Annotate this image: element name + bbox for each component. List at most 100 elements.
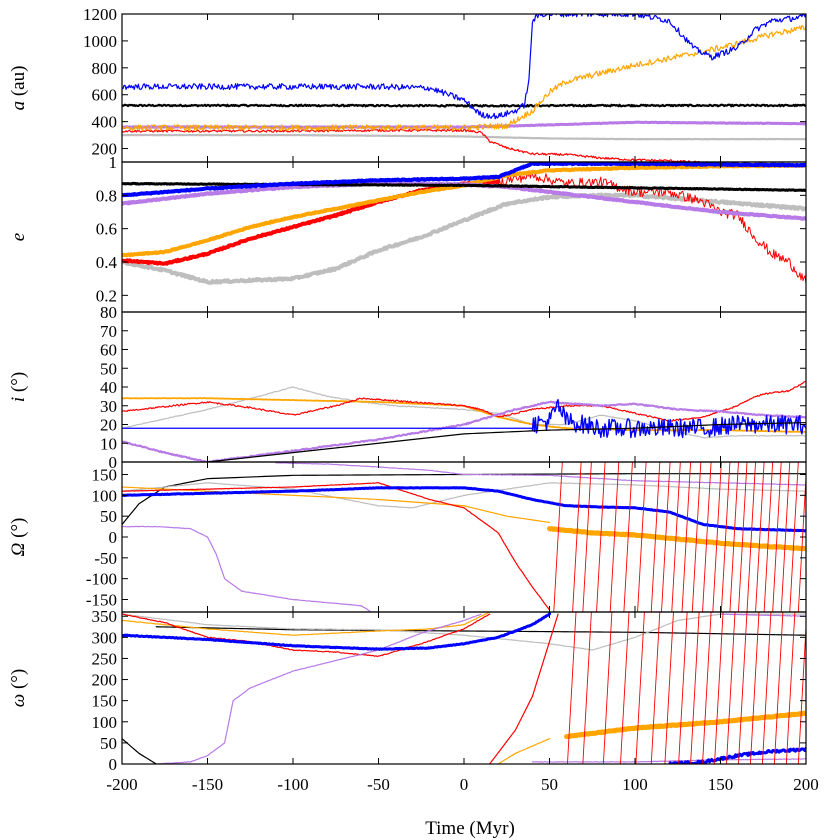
- series-omega-black-upper: [155, 626, 806, 636]
- series-omega-red-wrap: [714, 612, 724, 764]
- series-i-black: [202, 422, 806, 462]
- series-a-black: [122, 103, 806, 108]
- series-omega-red-wrap: [749, 612, 760, 764]
- xtick-label: 50: [541, 775, 558, 794]
- series-omega-red-wrap: [567, 612, 577, 764]
- xtick-label: 100: [622, 775, 648, 794]
- series-omega-orange-lower: [497, 738, 551, 764]
- series-a-blue: [122, 14, 806, 120]
- series-omega-blue: [122, 612, 551, 651]
- panel-e-ylabel: e: [8, 233, 29, 241]
- ytick-label: 40: [100, 378, 117, 397]
- ytick-label: 350: [92, 607, 118, 626]
- series-omega-red-wrap: [738, 612, 748, 764]
- series-e-red: [122, 179, 501, 266]
- ytick-label: 0: [109, 453, 118, 472]
- ytick-label: 400: [92, 113, 118, 132]
- panel-i-ylabel: i (°): [8, 372, 29, 402]
- ytick-label: 250: [92, 649, 118, 668]
- series-Omega-red-wrap: [720, 462, 731, 612]
- panel-Omega-ylabel: Ω (°): [8, 518, 29, 557]
- series-omega-red-wrap: [602, 612, 613, 764]
- ytick-label: 100: [92, 486, 118, 505]
- series-Omega-red-wrap: [637, 462, 647, 612]
- series-Omega-red-wrap: [712, 462, 722, 612]
- ytick-label: 70: [100, 322, 117, 341]
- series-Omega-purple: [122, 525, 371, 612]
- series-Omega-red-wrap: [729, 462, 739, 612]
- series-omega-black: [122, 738, 157, 764]
- ytick-label: 0.4: [96, 253, 118, 272]
- xtick-label: -150: [192, 775, 223, 794]
- xtick-label: -200: [106, 775, 137, 794]
- ytick-label: -100: [86, 570, 117, 589]
- panel-omega-plot: [122, 612, 806, 764]
- series-omega-red-lower: [489, 613, 559, 764]
- xtick-label: -100: [277, 775, 308, 794]
- ytick-label: 1: [109, 153, 118, 172]
- ytick-label: 80: [100, 303, 117, 322]
- series-Omega-red-wrap: [650, 462, 661, 612]
- panel-e-plot: [122, 162, 806, 285]
- series-Omega-gray: [122, 482, 806, 509]
- xtick-label: -50: [367, 775, 390, 794]
- series-Omega-red-wrap: [553, 462, 563, 612]
- xtick-label: 200: [793, 775, 819, 794]
- series-omega-purple: [155, 613, 482, 764]
- series-e-gray: [122, 192, 806, 285]
- series-Omega-red-wrap: [609, 462, 620, 612]
- ytick-label: 150: [92, 692, 118, 711]
- ytick-label: 200: [92, 140, 118, 159]
- x-axis-title: Time (Myr): [425, 818, 515, 839]
- series-Omega-red-wrap: [623, 462, 633, 612]
- series-omega-red-wrap: [678, 612, 688, 764]
- series-Omega-red-wrap: [671, 462, 681, 612]
- panel-omega-ylabel: ω (°): [8, 669, 29, 707]
- series-omega-red-wrap: [761, 612, 772, 764]
- series-omega-purple-lower: [531, 758, 806, 763]
- ytick-label: 150: [92, 466, 118, 485]
- series-Omega-red-wrap: [738, 462, 748, 612]
- series-Omega-red-wrap: [681, 462, 692, 612]
- series-omega-red-wrap: [690, 612, 700, 764]
- plot-layer: [122, 14, 806, 764]
- series-Omega-orange-thick: [547, 526, 806, 552]
- series-Omega-red-wrap: [755, 462, 765, 612]
- ytick-label: 50: [100, 359, 117, 378]
- ytick-label: 50: [100, 507, 117, 526]
- series-omega-red-wrap: [620, 612, 630, 764]
- series-Omega-orange: [122, 486, 551, 524]
- series-omega-red: [122, 613, 491, 658]
- series-Omega-red-wrap: [746, 462, 757, 612]
- series-omega-red-wrap: [773, 612, 784, 764]
- ytick-label: 0: [109, 528, 118, 547]
- series-omega-blue-lower: [667, 746, 806, 764]
- series-omega-red-wrap: [650, 612, 661, 764]
- ytick-label: 10: [100, 434, 117, 453]
- ytick-label: 300: [92, 628, 118, 647]
- ytick-label: 1200: [83, 5, 117, 24]
- ytick-label: 200: [92, 671, 118, 690]
- frame-layer: [121, 13, 807, 765]
- series-a-orange: [122, 25, 806, 132]
- ytick-label: 30: [100, 397, 117, 416]
- ytick-label: 20: [100, 416, 117, 435]
- series-i-purple: [122, 400, 806, 462]
- series-Omega-black: [122, 473, 806, 526]
- ytick-label: 50: [100, 734, 117, 753]
- series-Omega-red-wrap: [691, 462, 702, 612]
- series-e-blue: [122, 162, 806, 198]
- series-omega-red-wrap: [635, 612, 645, 764]
- ytick-label: 0.2: [96, 286, 117, 305]
- panel-i-plot: [122, 380, 806, 462]
- panel-Omega-plot: [122, 462, 806, 612]
- panel-a-plot: [122, 14, 806, 162]
- ytick-label: 0: [109, 755, 118, 774]
- series-omega-red-wrap: [582, 612, 592, 764]
- ytick-label: 0.8: [96, 186, 117, 205]
- panel-a-ylabel: a (au): [8, 66, 29, 111]
- series-Omega-red-wrap: [780, 462, 791, 612]
- ytick-label: -50: [94, 549, 117, 568]
